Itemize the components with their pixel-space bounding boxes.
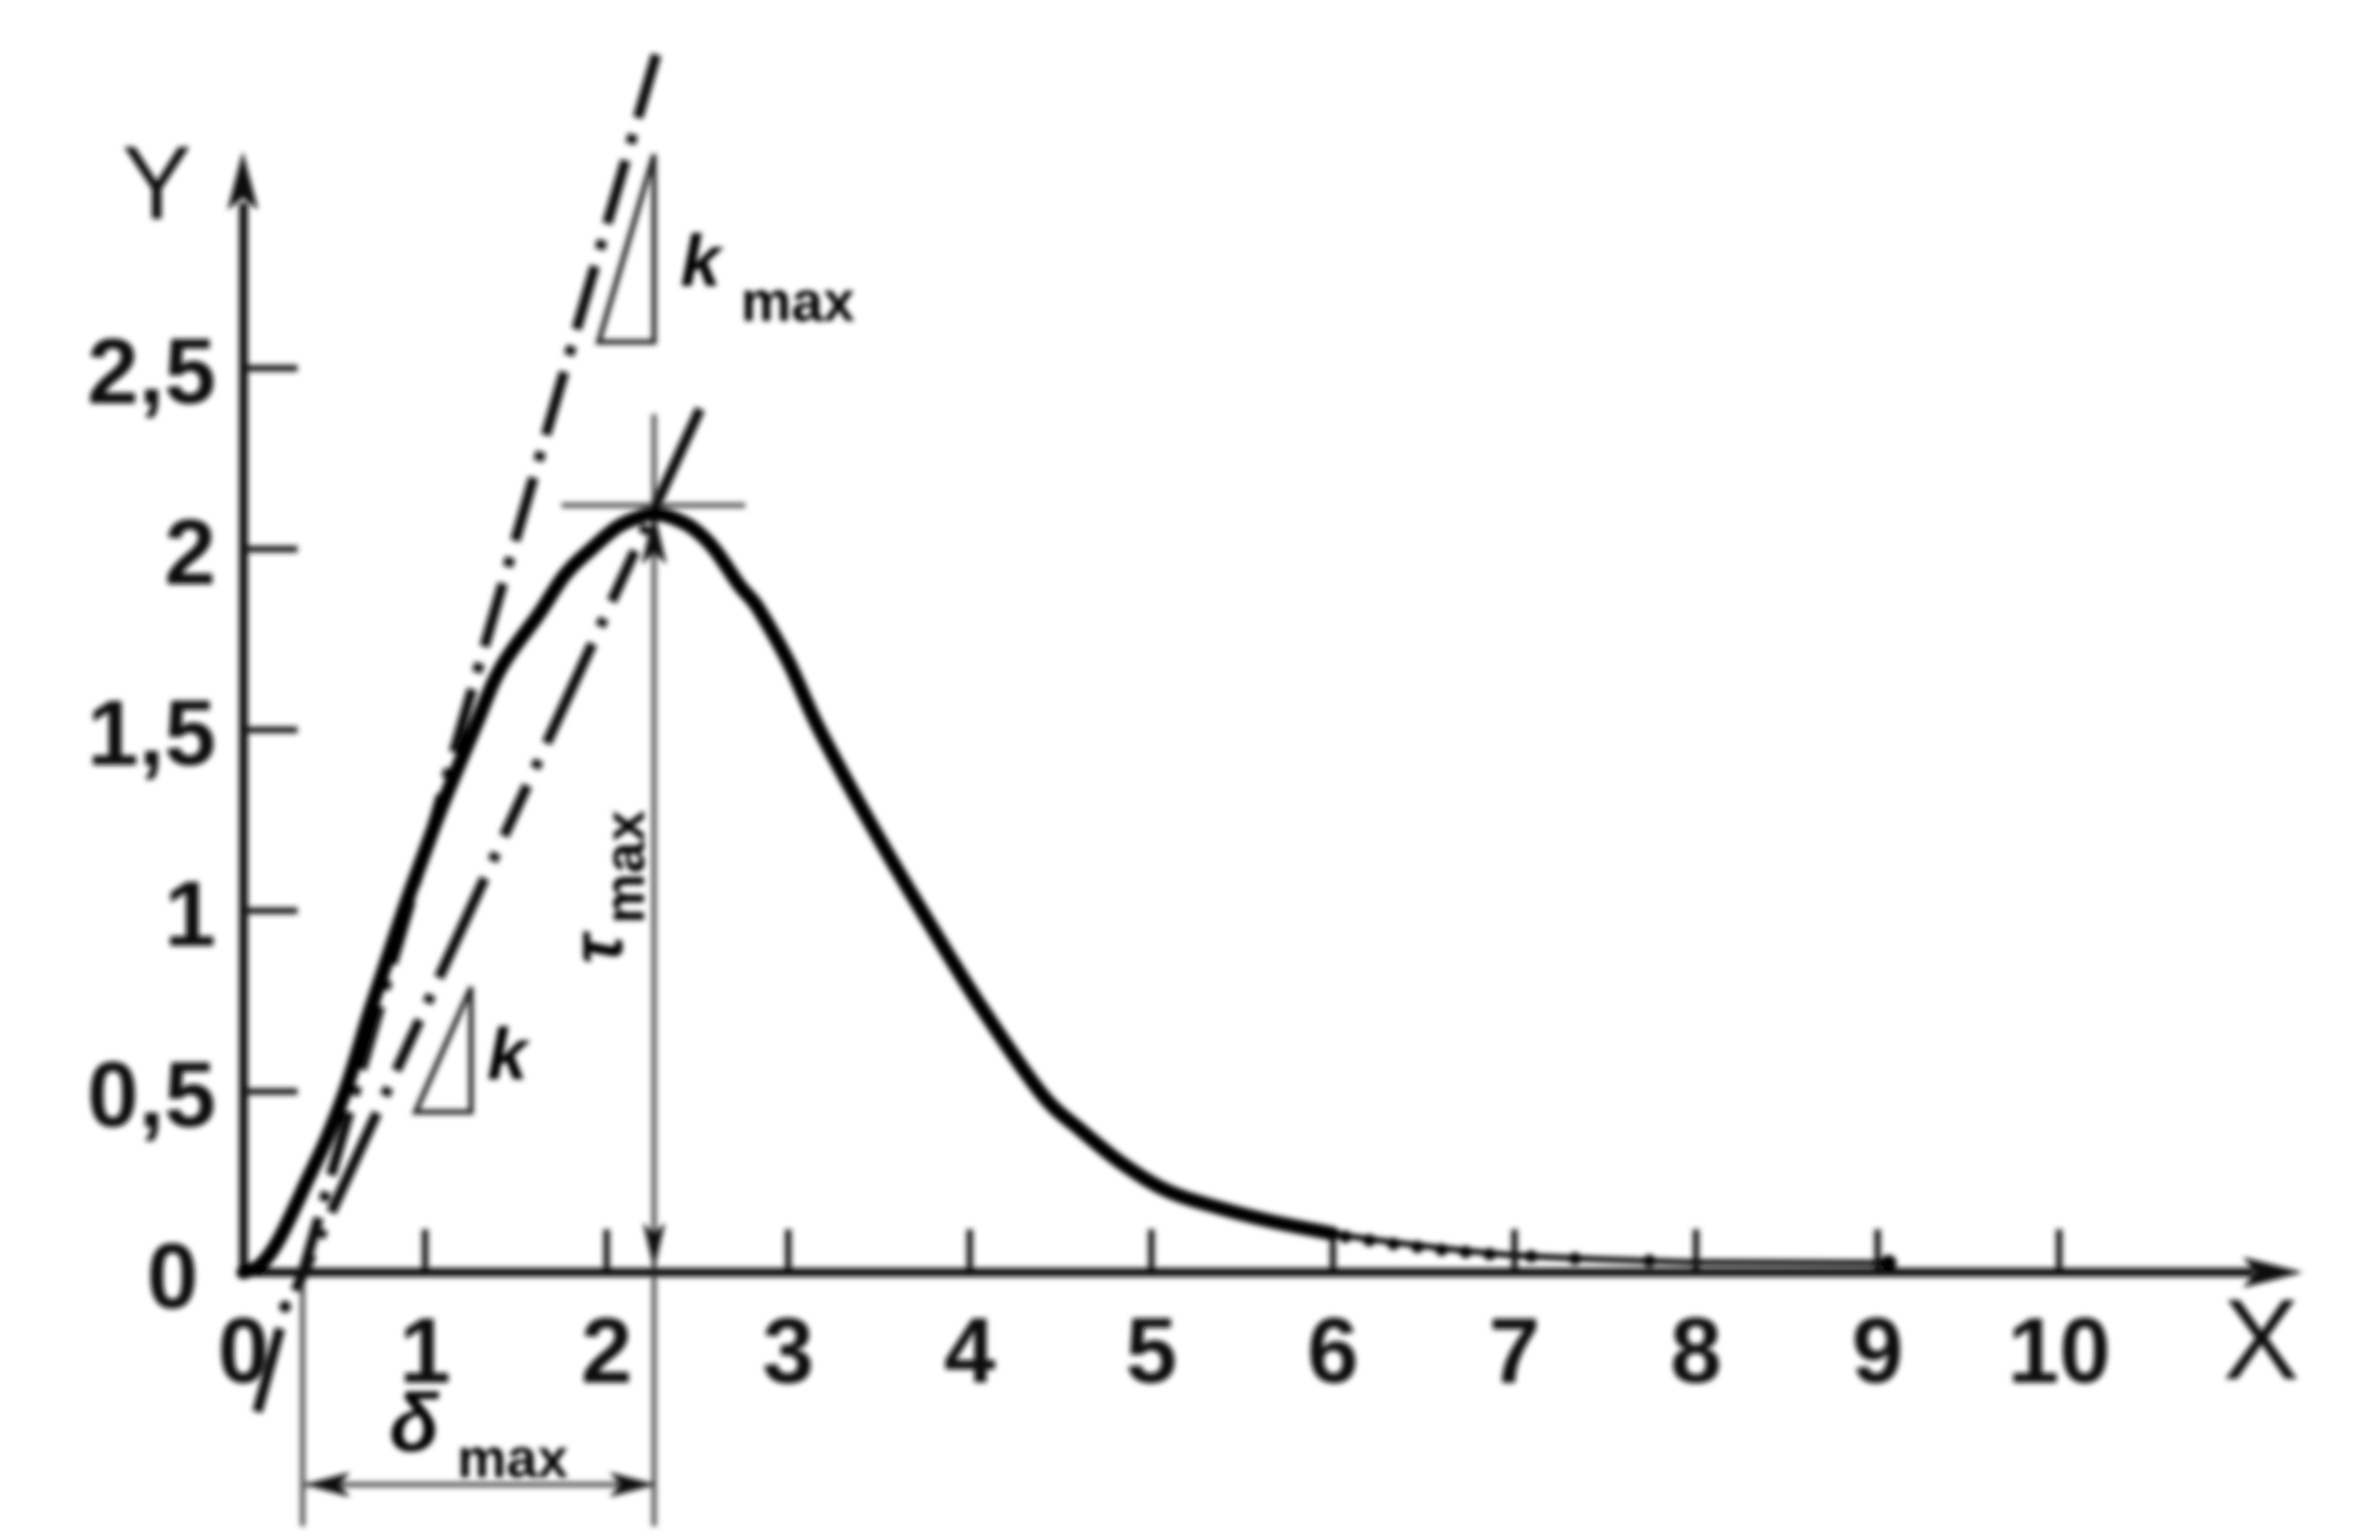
svg-text:1,5: 1,5 — [87, 681, 216, 785]
svg-text:5: 5 — [1126, 1299, 1178, 1402]
svg-text:6: 6 — [1307, 1299, 1359, 1402]
svg-text:max: max — [457, 1428, 568, 1490]
svg-text:10: 10 — [2007, 1299, 2110, 1402]
svg-text:0: 0 — [147, 1224, 198, 1328]
svg-text:2: 2 — [164, 500, 216, 604]
svg-text:k: k — [680, 220, 724, 302]
svg-text:2,5: 2,5 — [87, 319, 216, 423]
svg-text:X: X — [2223, 1276, 2300, 1404]
svg-text:1: 1 — [164, 862, 216, 965]
svg-text:Y: Y — [122, 125, 191, 241]
svg-text:9: 9 — [1852, 1299, 1904, 1402]
svg-text:2: 2 — [581, 1299, 633, 1402]
svg-text:3: 3 — [763, 1299, 814, 1402]
svg-text:k: k — [487, 1014, 531, 1095]
svg-text:1: 1 — [400, 1299, 451, 1402]
svg-text:0: 0 — [218, 1299, 270, 1402]
svg-text:max: max — [741, 269, 855, 333]
svg-text:8: 8 — [1671, 1299, 1722, 1402]
svg-text:7: 7 — [1489, 1299, 1541, 1402]
svg-text:δ: δ — [389, 1377, 440, 1469]
svg-text:4: 4 — [944, 1299, 996, 1402]
svg-text:0,5: 0,5 — [87, 1043, 216, 1146]
